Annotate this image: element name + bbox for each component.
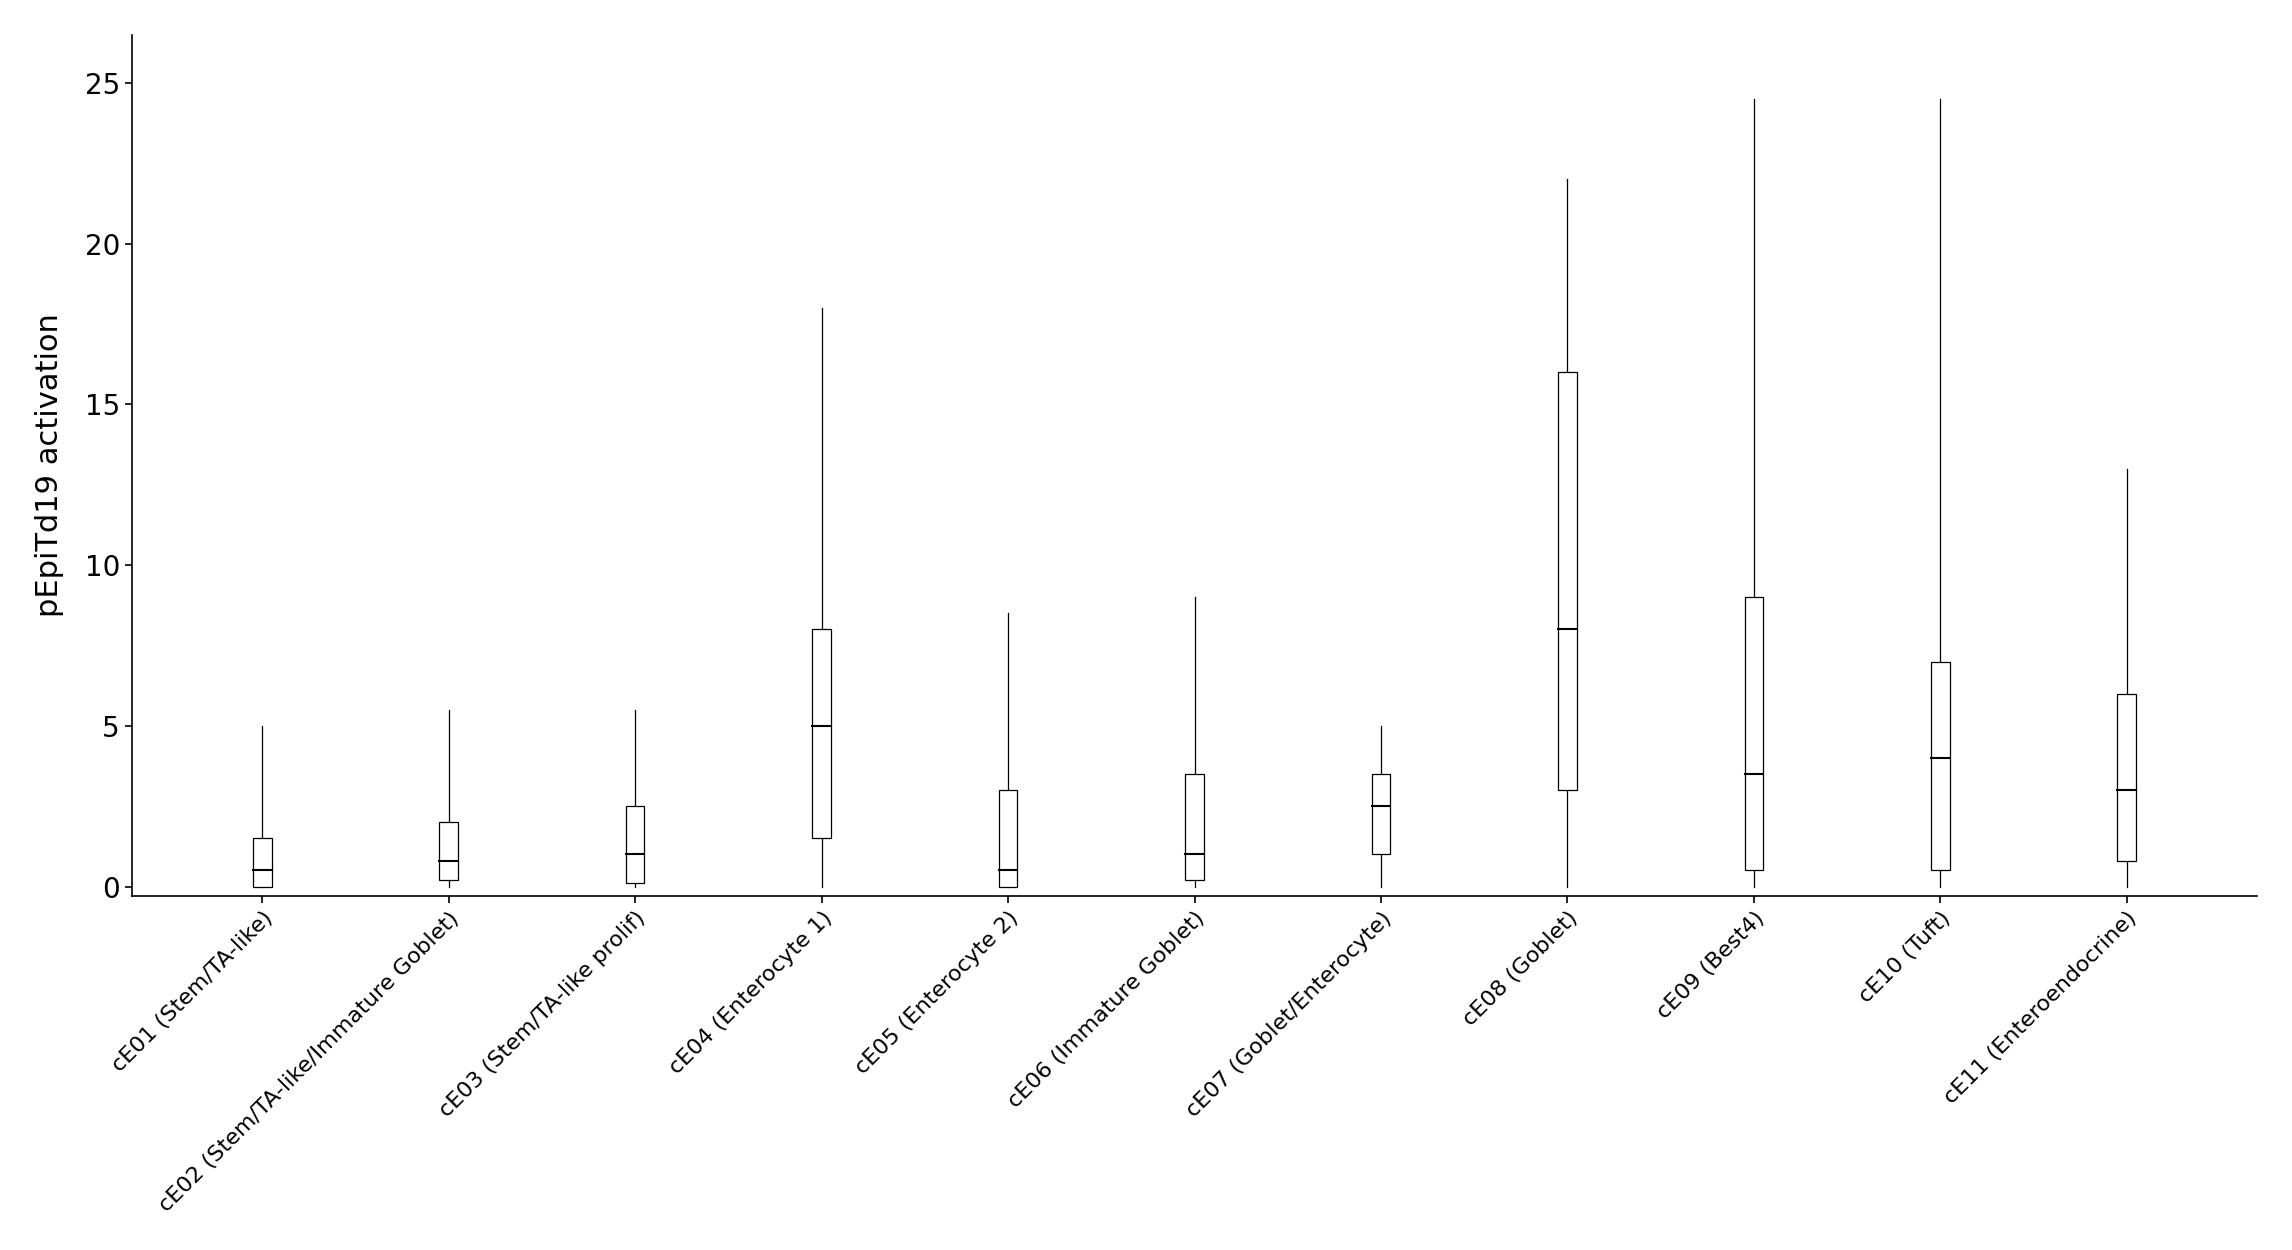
Bar [811, 629, 832, 839]
Bar [1559, 372, 1577, 790]
Bar [252, 839, 270, 886]
Y-axis label: pEpiTd19 activation: pEpiTd19 activation [34, 314, 64, 618]
Bar [1930, 661, 1950, 870]
Bar [1185, 774, 1203, 880]
Bar [1371, 774, 1391, 854]
Bar [626, 806, 644, 884]
Bar [440, 822, 458, 880]
Bar [999, 790, 1018, 886]
Bar [1744, 598, 1763, 870]
Bar [2118, 694, 2136, 861]
